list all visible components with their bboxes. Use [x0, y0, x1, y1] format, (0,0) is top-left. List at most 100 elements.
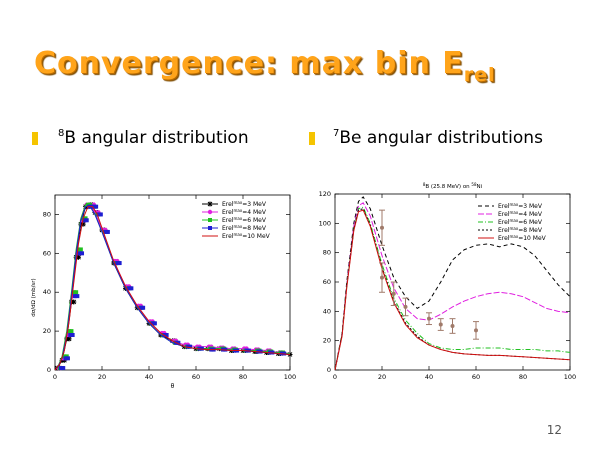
legend-label-1: Erelmax=3 MeV: [498, 202, 543, 211]
y-tick-label: 40: [43, 288, 51, 296]
series-line-5: [54, 206, 291, 371]
legend-label-1: Erelmax=3 MeV: [222, 200, 267, 209]
data-point: [98, 212, 103, 217]
legend-marker-2: [207, 209, 213, 215]
y-tick-label: 80: [323, 249, 331, 257]
right-chart: 0 20 40 60 80 100 0 20 40 60 80 100 120 Erelmax=3 MeV…: [319, 182, 577, 382]
data-point: [78, 247, 83, 252]
right-heading-isotope: 7: [333, 128, 340, 139]
right-heading-text: Be angular distributions: [339, 128, 543, 148]
experimental-point: [403, 304, 408, 309]
data-point: [96, 212, 101, 217]
legend-label-2: Erelmax=4 MeV: [498, 210, 543, 219]
experimental-point: [427, 316, 431, 321]
data-point: [69, 329, 74, 334]
data-point: [141, 305, 146, 310]
y-tick-label: 100: [319, 219, 331, 227]
data-point: [150, 321, 155, 326]
data-point: [80, 221, 86, 227]
y-tick-label: 120: [319, 190, 331, 198]
data-point: [74, 290, 79, 295]
plot-frame: [54, 194, 291, 371]
legend-marker-3: [208, 218, 212, 222]
data-point: [71, 299, 77, 305]
data-point: [71, 290, 76, 295]
left-heading: 8B angular distribution: [58, 128, 249, 148]
y-axis-label: dσ/dΩ (mb/sr): [31, 278, 37, 316]
page-number: 12: [546, 423, 562, 437]
y-tick-label: 60: [323, 278, 331, 286]
experimental-point: [391, 291, 396, 296]
legend-label-4: Erelmax=8 MeV: [498, 226, 543, 235]
experimental-point: [380, 225, 384, 230]
x-tick-label: 60: [472, 373, 480, 381]
data-point: [76, 254, 81, 260]
left-heading-isotope: 8: [58, 128, 65, 139]
data-point: [61, 366, 66, 371]
data-point: [65, 356, 70, 361]
data-point: [70, 333, 75, 337]
slide-title: Convergence: max bin Erel: [34, 46, 496, 86]
data-point: [67, 329, 72, 334]
experimental-point: [438, 322, 443, 327]
right-heading: 7Be angular distributions: [333, 128, 543, 148]
x-tick-label: 80: [519, 373, 527, 381]
x-tick-label: 0: [53, 373, 57, 381]
data-point: [129, 286, 134, 291]
data-point: [138, 305, 143, 310]
x-tick-label: 40: [425, 373, 433, 381]
x-axis-label: θ: [171, 383, 175, 390]
data-point: [103, 229, 108, 234]
data-point: [185, 344, 190, 349]
title-subscript: rel: [463, 64, 496, 86]
legend-label-3: Erelmax=6 MeV: [222, 216, 267, 225]
data-point: [68, 333, 73, 337]
data-point: [115, 261, 120, 266]
chart-title: 8B (25.8 MeV) on 58Ni: [423, 182, 483, 191]
legend-label-5: Erelmax=10 MeV: [498, 234, 547, 243]
y-tick-label: 80: [43, 210, 51, 218]
data-point: [164, 333, 169, 337]
x-tick-label: 20: [98, 373, 106, 381]
right-bullet: [309, 132, 315, 145]
data-point: [152, 321, 157, 326]
legend-label-3: Erelmax=6 MeV: [498, 218, 543, 227]
x-tick-label: 80: [239, 373, 247, 381]
y-tick-label: 60: [43, 249, 51, 257]
experimental-point: [380, 275, 384, 280]
legend-marker-4: [208, 226, 212, 230]
x-tick-label: 100: [564, 373, 576, 381]
data-point: [84, 218, 89, 223]
data-point: [82, 218, 87, 223]
x-tick-label: 40: [145, 373, 153, 381]
data-point: [63, 356, 68, 361]
legend-label-4: Erelmax=8 MeV: [222, 224, 267, 233]
series-line-1: [334, 196, 571, 371]
data-point: [58, 366, 63, 371]
y-tick-label: 20: [323, 337, 331, 345]
data-point: [94, 204, 99, 209]
data-point: [127, 286, 132, 291]
legend-label-2: Erelmax=4 MeV: [222, 208, 267, 217]
y-tick-label: 0: [327, 366, 331, 374]
experimental-point: [450, 324, 455, 328]
data-point: [80, 251, 85, 256]
x-tick-label: 20: [378, 373, 386, 381]
left-chart: 0 20 40 60 80 100 0 20 40 60 80 θ dσ/dΩ (mb/sr) Erelm…: [31, 194, 296, 390]
data-point: [188, 344, 193, 349]
experimental-point: [474, 328, 478, 333]
y-tick-label: 20: [43, 327, 51, 335]
data-point: [75, 294, 80, 299]
series-line-5: [334, 209, 571, 371]
data-point: [72, 294, 77, 299]
x-tick-label: 100: [284, 373, 296, 381]
y-tick-label: 0: [47, 366, 51, 374]
series-line-2: [334, 202, 571, 371]
x-tick-label: 0: [333, 373, 337, 381]
data-point: [76, 247, 81, 252]
data-point: [66, 336, 72, 342]
data-point: [77, 251, 82, 256]
data-point: [176, 340, 181, 345]
legend-label-5: Erelmax=10 MeV: [222, 232, 271, 241]
left-bullet: [32, 132, 38, 145]
